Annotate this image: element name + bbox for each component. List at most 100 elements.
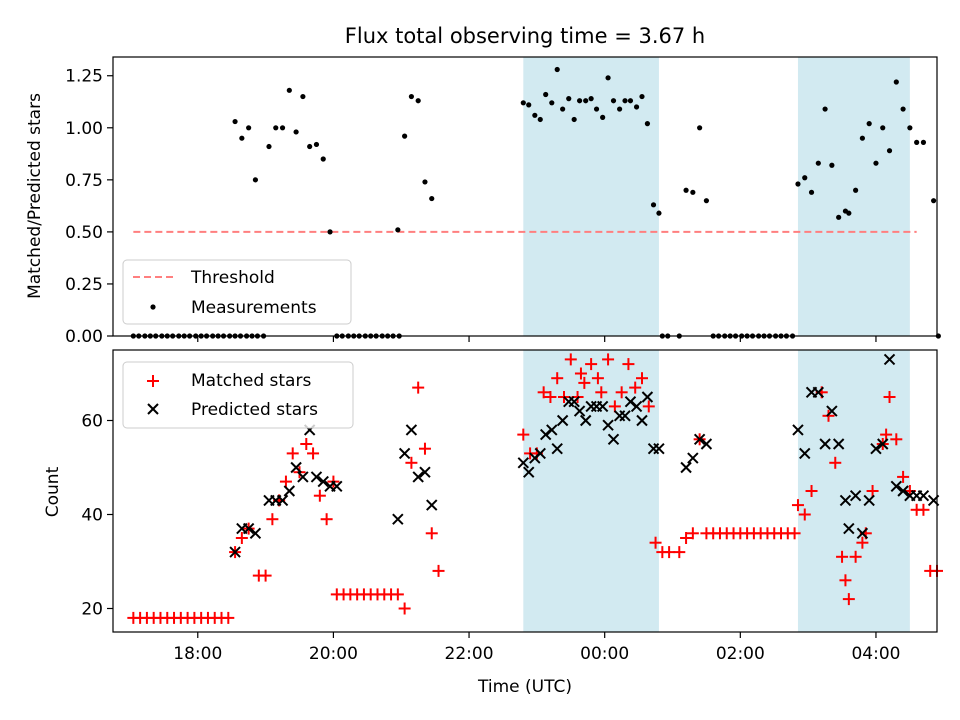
predicted-legend-label: Predicted stars [191, 400, 318, 420]
measurement-point [697, 125, 703, 131]
matched-point [883, 391, 896, 403]
measurement-point [610, 98, 617, 104]
predicted-point [392, 513, 404, 525]
measurement-point [880, 125, 886, 131]
predicted-point [832, 438, 845, 450]
measurement-point [320, 156, 326, 162]
measurement-point [622, 98, 628, 104]
measurement-point [408, 93, 415, 100]
measurement-point [576, 98, 583, 104]
predicted-point [556, 414, 569, 427]
measurement-point [600, 114, 606, 120]
chart-title: Flux total observing time = 3.67 h [345, 24, 705, 48]
predicted-point [412, 471, 424, 483]
matched-point [805, 485, 818, 497]
predicted-point [517, 457, 530, 469]
matched-point [300, 438, 313, 450]
predicted-point [534, 447, 546, 460]
x-axis-label: Time (UTC) [477, 677, 572, 697]
measurement-point [307, 143, 313, 150]
predicted-stars-series [229, 353, 940, 558]
predicted-point [856, 527, 869, 540]
measurement-point [690, 189, 696, 195]
measurement-point [859, 135, 865, 141]
measurement-point [571, 116, 577, 123]
measurement-point [239, 135, 245, 141]
measurements-series [130, 66, 941, 339]
top-panel: 0.00 0.25 0.50 0.75 1.00 1.25 [65, 56, 941, 347]
measurement-point [873, 160, 879, 166]
matched-point [788, 527, 801, 540]
measurement-point [232, 118, 238, 125]
measurement-point [532, 112, 538, 118]
top-y-tick-label: 0.50 [65, 223, 103, 243]
predicted-point [687, 452, 699, 464]
measurement-point [931, 198, 937, 204]
matched-point [791, 499, 804, 512]
measurement-point [650, 202, 657, 208]
matched-point [266, 513, 279, 526]
x-tick-label: 00:00 [580, 644, 629, 664]
measurement-point [795, 181, 801, 187]
measurement-point [656, 210, 662, 216]
predicted-point [792, 424, 804, 436]
measurement-point [853, 187, 859, 193]
measurement-point [900, 106, 906, 112]
measurement-point [829, 162, 835, 168]
predicted-point [317, 475, 329, 488]
matched-point [897, 470, 910, 483]
matched-point [286, 447, 299, 460]
measurement-point [526, 102, 532, 108]
bottom-y-tick-label: 40 [81, 506, 103, 526]
predicted-point [405, 424, 418, 436]
predicted-point [812, 386, 825, 399]
predicted-point [596, 400, 609, 413]
measurement-point [422, 179, 428, 185]
measurement-point [520, 100, 526, 106]
matched-point [856, 536, 869, 549]
matched-point [849, 550, 862, 563]
matched-point [663, 546, 676, 559]
top-legend: Threshold Measurements [122, 259, 352, 325]
measurement-point [907, 125, 913, 131]
predicted-point [826, 405, 838, 417]
matched-point [917, 503, 930, 516]
measurement-point [279, 125, 286, 131]
measurement-point [327, 229, 333, 235]
measurement-point [633, 104, 640, 110]
measurement-point [300, 93, 306, 100]
measurement-point [846, 210, 852, 216]
measurement-point [605, 75, 611, 81]
threshold-legend-label: Threshold [190, 268, 275, 288]
matched-legend-marker [147, 375, 159, 387]
matched-point [608, 400, 621, 413]
measurement-point [703, 198, 710, 204]
matched-point [418, 442, 431, 455]
bottom-y-tick-label: 20 [81, 600, 103, 620]
measurement-point [886, 148, 893, 154]
matched-point [829, 456, 842, 469]
predicted-point [700, 438, 713, 450]
measurement-point [395, 227, 401, 233]
x-tick-label: 18:00 [173, 644, 222, 664]
x-tick-label: 04:00 [851, 644, 900, 664]
matched-point [880, 428, 893, 441]
matched-point [259, 569, 272, 582]
measurement-point [822, 106, 828, 112]
matched-point [537, 386, 550, 399]
matched-point [222, 611, 235, 624]
predicted-point [877, 438, 889, 450]
predicted-point [839, 494, 852, 507]
bottom-legend: Matched stars Predicted stars [122, 361, 354, 429]
predicted-point [843, 522, 855, 535]
measurement-point [893, 79, 899, 85]
x-tick-label: 02:00 [716, 644, 765, 664]
measurement-point [286, 87, 292, 93]
bottom-axes-frame [112, 349, 938, 633]
measurement-point [866, 121, 872, 127]
measurement-point [537, 116, 543, 123]
measurement-point [246, 125, 252, 131]
matched-point [551, 372, 564, 385]
measurement-point [836, 214, 842, 220]
matched-point [836, 550, 849, 563]
